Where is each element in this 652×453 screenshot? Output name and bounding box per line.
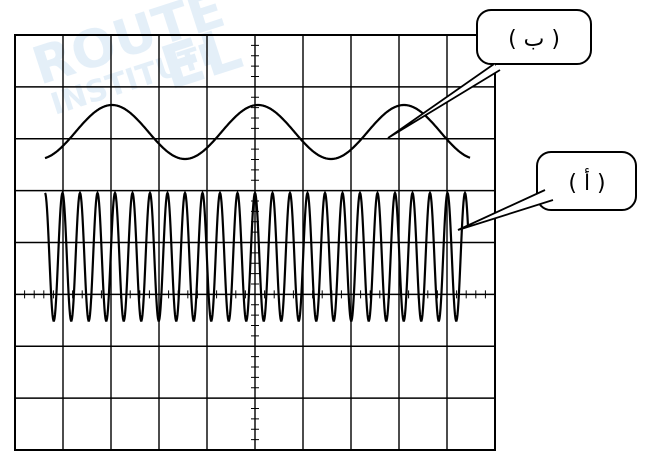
trace-a-high-frequency: [44, 190, 470, 322]
callout-a: ( أ ): [457, 151, 637, 231]
callout-b-pointer: [387, 63, 501, 139]
callout-b: ( ب ): [387, 9, 592, 139]
callout-b-box: [476, 9, 592, 65]
callout-b-label: ( ب ): [508, 27, 560, 52]
callout-a-pointer: [457, 189, 554, 231]
trace-b-low-frequency: [44, 103, 471, 161]
watermark: ROUTE INSTITUTE EL: [25, 0, 250, 123]
callout-a-label: ( أ ): [568, 168, 605, 196]
callout-a-box: [536, 151, 637, 211]
